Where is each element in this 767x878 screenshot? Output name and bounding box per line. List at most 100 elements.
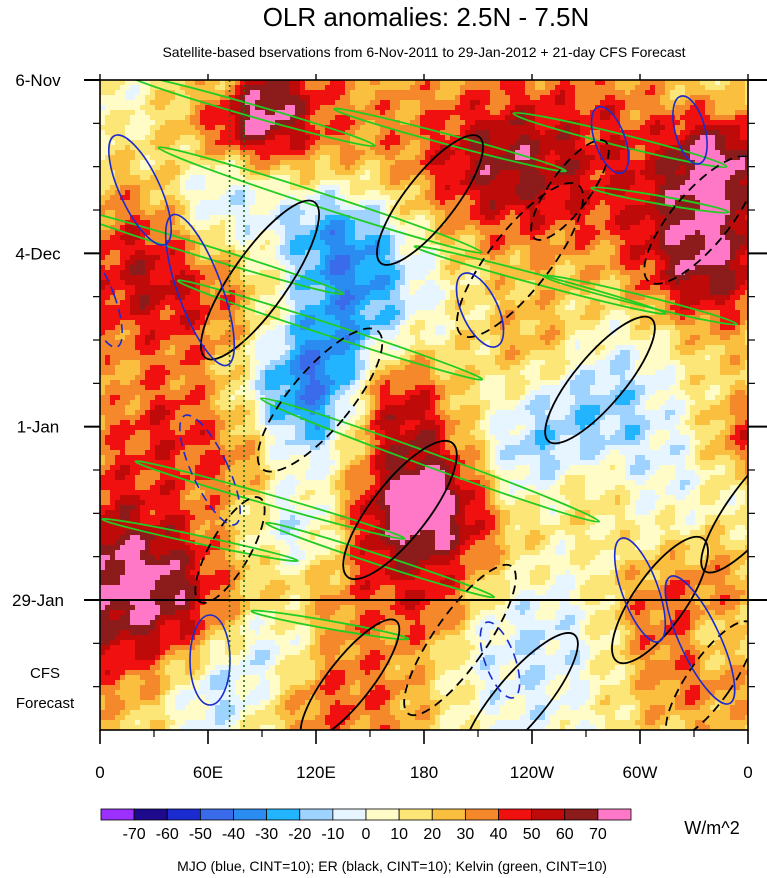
anomaly-cell — [690, 210, 696, 216]
anomaly-cell — [680, 240, 686, 246]
anomaly-cell — [100, 145, 106, 151]
anomaly-cell — [420, 165, 426, 171]
anomaly-cell — [110, 155, 116, 161]
anomaly-cell — [375, 100, 381, 106]
anomaly-cell — [370, 160, 376, 166]
anomaly-cell — [360, 185, 366, 191]
anomaly-cell — [300, 160, 306, 166]
anomaly-cell — [685, 210, 691, 216]
anomaly-cell — [150, 165, 156, 171]
anomaly-cell — [585, 120, 591, 126]
anomaly-cell — [570, 130, 576, 136]
anomaly-cell — [245, 245, 251, 251]
anomaly-cell — [105, 155, 111, 161]
anomaly-cell — [695, 215, 701, 221]
anomaly-cell — [700, 205, 706, 211]
anomaly-cell — [580, 95, 586, 101]
anomaly-cell — [560, 125, 566, 131]
anomaly-cell — [460, 155, 466, 161]
anomaly-cell — [430, 220, 436, 226]
anomaly-cell — [255, 220, 261, 226]
anomaly-cell — [225, 175, 231, 181]
anomaly-cell — [180, 105, 186, 111]
anomaly-cell — [505, 205, 511, 211]
anomaly-cell — [435, 225, 441, 231]
anomaly-cell — [240, 155, 246, 161]
anomaly-cell — [720, 80, 726, 86]
anomaly-cell — [430, 165, 436, 171]
anomaly-cell — [195, 235, 201, 241]
anomaly-cell — [440, 135, 446, 141]
anomaly-cell — [630, 115, 636, 121]
anomaly-cell — [155, 205, 161, 211]
anomaly-cell — [125, 200, 131, 206]
anomaly-cell — [295, 220, 301, 226]
anomaly-cell — [695, 250, 701, 256]
anomaly-cell — [275, 180, 281, 186]
anomaly-cell — [510, 210, 516, 216]
anomaly-cell — [125, 185, 131, 191]
anomaly-cell — [510, 225, 516, 231]
anomaly-cell — [235, 160, 241, 166]
anomaly-cell — [695, 265, 701, 271]
anomaly-cell — [320, 140, 326, 146]
anomaly-cell — [130, 175, 136, 181]
anomaly-cell — [225, 235, 231, 241]
anomaly-cell — [200, 105, 206, 111]
anomaly-cell — [610, 220, 616, 226]
anomaly-cell — [110, 190, 116, 196]
anomaly-cell — [155, 125, 161, 131]
anomaly-cell — [250, 85, 256, 91]
anomaly-cell — [335, 130, 341, 136]
anomaly-cell — [350, 205, 356, 211]
anomaly-cell — [500, 260, 506, 266]
anomaly-cell — [500, 105, 506, 111]
anomaly-cell — [190, 165, 196, 171]
anomaly-cell — [470, 230, 476, 236]
anomaly-cell — [540, 130, 546, 136]
anomaly-cell — [325, 90, 331, 96]
anomaly-cell — [560, 85, 566, 91]
anomaly-cell — [620, 235, 626, 241]
anomaly-cell — [120, 180, 126, 186]
anomaly-cell — [375, 215, 381, 221]
anomaly-cell — [585, 145, 591, 151]
anomaly-cell — [500, 85, 506, 91]
anomaly-cell — [670, 165, 676, 171]
anomaly-cell — [155, 135, 161, 141]
anomaly-cell — [635, 160, 641, 166]
anomaly-cell — [730, 125, 736, 131]
anomaly-cell — [255, 240, 261, 246]
anomaly-cell — [250, 95, 256, 101]
anomaly-cell — [630, 145, 636, 151]
anomaly-cell — [360, 155, 366, 161]
anomaly-cell — [625, 230, 631, 236]
anomaly-cell — [325, 180, 331, 186]
anomaly-cell — [365, 260, 371, 266]
anomaly-cell — [605, 170, 611, 176]
anomaly-cell — [170, 190, 176, 196]
anomaly-cell — [230, 90, 236, 96]
anomaly-cell — [260, 200, 266, 206]
anomaly-cell — [585, 220, 591, 226]
anomaly-cell — [180, 145, 186, 151]
anomaly-cell — [320, 135, 326, 141]
anomaly-cell — [260, 180, 266, 186]
anomaly-cell — [360, 265, 366, 271]
anomaly-cell — [440, 235, 446, 241]
anomaly-cell — [625, 175, 631, 181]
anomaly-cell — [680, 105, 686, 111]
anomaly-cell — [580, 160, 586, 166]
anomaly-cell — [655, 245, 661, 251]
anomaly-cell — [290, 160, 296, 166]
anomaly-cell — [560, 255, 566, 261]
anomaly-cell — [525, 245, 531, 251]
anomaly-cell — [255, 185, 261, 191]
anomaly-cell — [500, 80, 506, 86]
anomaly-cell — [515, 265, 521, 271]
anomaly-cell — [450, 260, 456, 266]
anomaly-cell — [300, 135, 306, 141]
anomaly-cell — [530, 245, 536, 251]
anomaly-cell — [245, 235, 251, 241]
anomaly-cell — [355, 250, 361, 256]
